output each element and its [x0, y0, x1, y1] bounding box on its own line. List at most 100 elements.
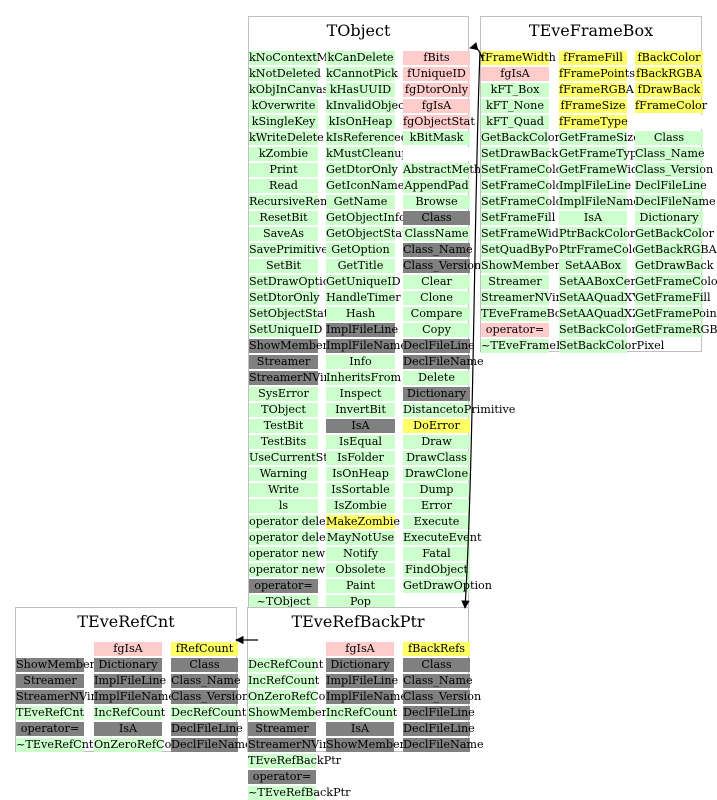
member-cell: Class_Version [635, 163, 714, 177]
member-cell: InvertBit [326, 403, 395, 417]
member-cell: ImplFileLine [559, 179, 632, 193]
member-cell: SetUniqueID [249, 323, 323, 337]
member-cell: GetBackColor [635, 227, 714, 241]
member-cell: GetFrameRGBA [635, 323, 717, 337]
member-cell: DeclFileLine [171, 722, 243, 736]
member-cell: TEveRefBackPtr [248, 754, 342, 768]
member-cell: SetAABox [559, 259, 627, 273]
member-cell: kObjInCanvas [249, 83, 329, 97]
member-cell: ~TEveRefCnt [16, 738, 94, 752]
member-cell: SetFrameColor [481, 163, 568, 177]
member-cell: operator= [248, 770, 316, 784]
member-cell: StreamerNVirtual [481, 291, 583, 305]
member-cell: fFrameWidth [481, 51, 556, 65]
member-cell: fBackColor [635, 51, 703, 65]
class-box-teverefbackptr: TEveRefBackPtr DecRefCount IncRefCount OnZ… [247, 607, 484, 800]
member-cell: Class [403, 658, 470, 672]
member-cell: Class_Version [403, 690, 482, 704]
member-cell: GetTitle [326, 259, 395, 273]
member-cell: DeclFileName [403, 355, 484, 369]
member-cell: ShowMembers [16, 658, 101, 672]
member-cell: GetFrameFill [635, 291, 711, 305]
member-cell: GetFrameSize [559, 131, 640, 145]
member-cell: ~TEveFrameBox [481, 339, 578, 353]
member-cell: MakeZombie [326, 515, 401, 529]
member-cell: DeclFileLine [403, 339, 475, 353]
member-cell: UseCurrentStyle [249, 451, 345, 465]
member-cell: SetQuadByPoints [481, 243, 580, 257]
member-cell: Dictionary [94, 658, 162, 672]
member-cell: Class [635, 131, 703, 145]
member-cell: kMustCleanup [326, 147, 409, 161]
member-cell: Notify [326, 547, 395, 561]
member-cell: Write [249, 483, 318, 497]
member-cell: HandleTimer [326, 291, 401, 305]
member-cell: ImplFileLine [326, 674, 399, 688]
member-cell: operator delete[] [249, 531, 346, 545]
member-cell: ~TObject [249, 595, 318, 609]
member-cell: TEveFrameBox [481, 307, 568, 321]
member-cell: fFrameColor [635, 99, 708, 113]
member-cell: operator= [16, 722, 84, 736]
member-cell: DeclFileLine [635, 179, 707, 193]
member-cell: SavePrimitive [249, 243, 328, 257]
member-cell: IsOnHeap [326, 467, 395, 481]
member-cell: kNoContextMenu [249, 51, 350, 65]
member-cell [16, 642, 84, 656]
member-cell: Compare [403, 307, 470, 321]
member-cell: GetDtorOnly [326, 163, 398, 177]
member-cell: SetFrameColorRGBA [481, 195, 602, 209]
member-cell: Obsolete [326, 563, 395, 577]
member-cell: Draw [403, 435, 470, 449]
member-cell: kCanDelete [326, 51, 395, 65]
member-cell: ClassName [403, 227, 470, 241]
member-cell: MayNotUse [326, 531, 395, 545]
member-cell: fgDtorOnly [403, 83, 470, 97]
member-cell: kIsReferenced [326, 131, 408, 145]
member-cell: IsA [94, 722, 162, 736]
class-title-teverefbackptr: TEveRefBackPtr [291, 612, 425, 631]
member-cell: Hash [326, 307, 395, 321]
member-cell: OnZeroRefCount [248, 690, 345, 704]
member-cell: kInvalidObject [326, 99, 409, 113]
member-cell: AbstractMethod [403, 163, 495, 177]
member-cell: ImplFileName [559, 195, 640, 209]
member-cell: kIsOnHeap [326, 115, 395, 129]
member-cell: Pop [326, 595, 395, 609]
member-cell: StreamerNVirtual [16, 690, 118, 704]
class-box-tobject: TObject kNoContextMenu kNotDeleted kObjInC… [248, 16, 515, 613]
member-cell: GetOption [326, 243, 395, 257]
member-cell: Error [403, 499, 470, 513]
member-cell: Streamer [481, 275, 549, 289]
member-cell [403, 147, 470, 161]
member-cell: ImplFileName [326, 339, 407, 353]
member-cell: operator= [481, 323, 549, 337]
member-cell: Read [249, 179, 318, 193]
member-cell: SetAAQuadXZ [559, 307, 640, 321]
member-cell: kFT_Quad [481, 115, 549, 129]
member-cell: DoError [403, 419, 470, 433]
member-cell: DecRefCount [171, 706, 247, 720]
member-cell: TestBit [249, 419, 318, 433]
member-cell: fFrameFill [559, 51, 627, 65]
member-cell: SetBit [249, 259, 318, 273]
member-cell: ImplFileName [326, 690, 407, 704]
member-cell: Info [326, 355, 395, 369]
member-cell: ImplFileName [94, 690, 175, 704]
member-cell: Class_Name [403, 243, 473, 257]
member-cell: operator new [249, 547, 326, 561]
member-cell: fRefCount [171, 642, 238, 656]
member-cell: kZombie [249, 147, 318, 161]
member-cell: Browse [403, 195, 470, 209]
member-cell: DeclFileLine [403, 706, 475, 720]
member-cell: Class_Name [403, 674, 473, 688]
member-cell: SetBackColor [559, 323, 637, 337]
member-cell: fgObjectStat [403, 115, 475, 129]
member-cell: kNotDeleted [249, 67, 321, 81]
member-cell: fFrameType [559, 115, 628, 129]
member-cell: IsA [326, 722, 394, 736]
member-cell: IsSortable [326, 483, 395, 497]
member-cell: IsA [326, 419, 395, 433]
member-cell: Delete [403, 371, 470, 385]
member-cell: SetFrameFill [481, 211, 556, 225]
